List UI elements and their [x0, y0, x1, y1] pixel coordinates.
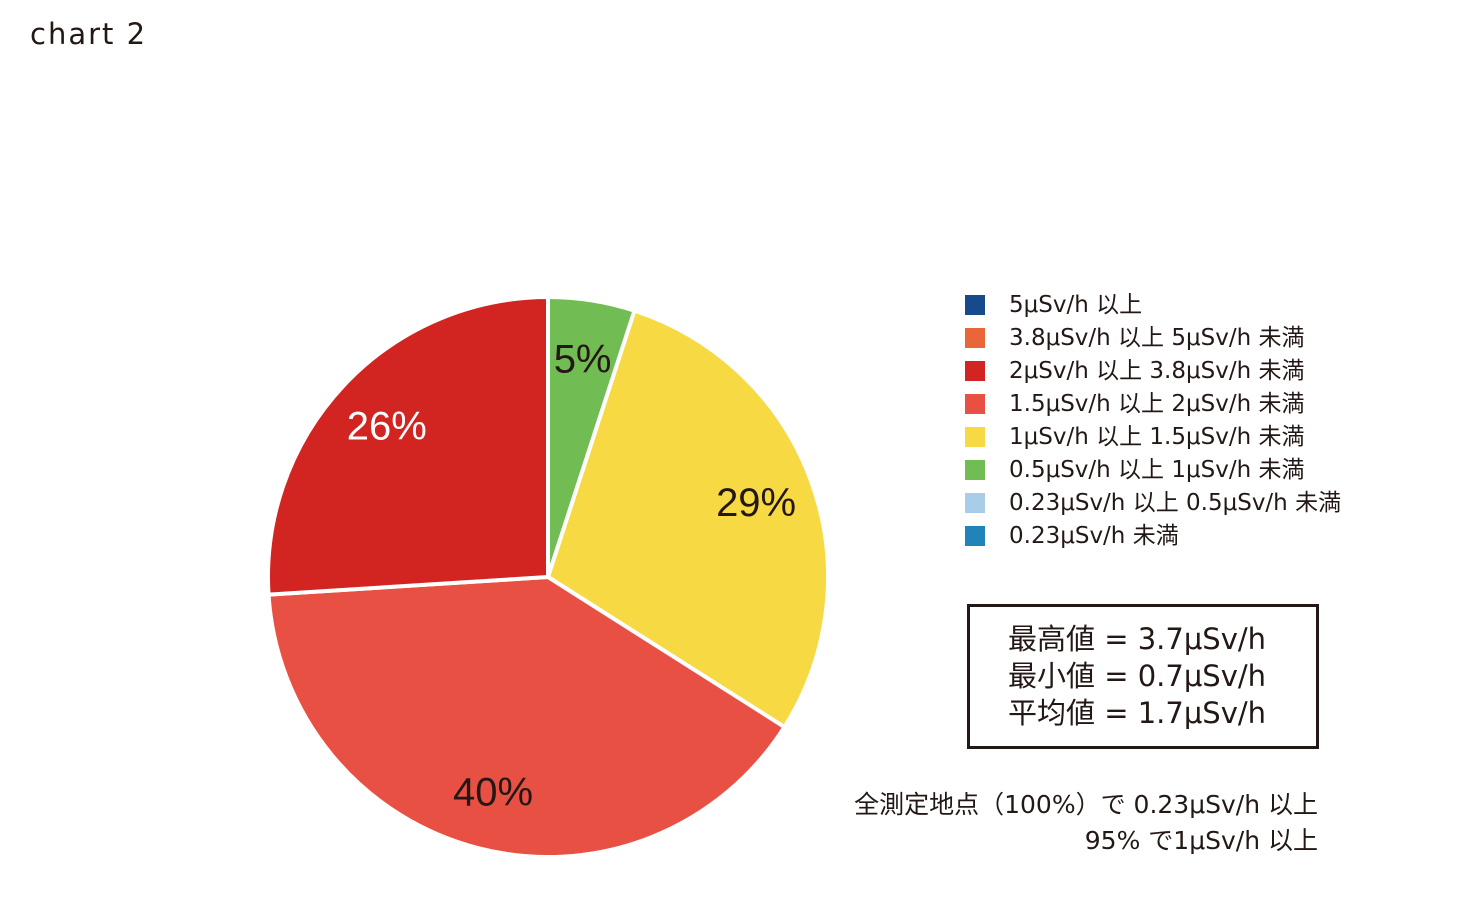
legend-item-3: 1.5μSv/h 以上 2μSv/h 未満: [965, 387, 1445, 420]
pie-slice-3: [266, 295, 550, 597]
legend-item-5: 0.5μSv/h 以上 1μSv/h 未満: [965, 453, 1445, 486]
legend-swatch-6: [965, 492, 985, 513]
footnote-line-2: 95% で1μSv/h 以上: [1084, 826, 1318, 855]
pie-slice-1: [546, 308, 830, 730]
slice-label-0: 5%: [554, 338, 612, 382]
legend-item-2: 2μSv/h 以上 3.8μSv/h 未満: [965, 354, 1445, 387]
slice-label-3: 26%: [347, 405, 427, 449]
footnote: 全測定地点（100%）で 0.23μSv/h 以上 95% で1μSv/h 以上: [720, 787, 1318, 859]
slice-label-2: 40%: [453, 770, 533, 814]
legend-swatch-4: [965, 426, 985, 447]
pie-slice-2: [266, 575, 787, 859]
legend-label-7: 0.23μSv/h 未満: [1009, 522, 1179, 549]
legend-swatch-7: [965, 525, 985, 546]
footnote-line-1: 全測定地点（100%）で 0.23μSv/h 以上: [854, 790, 1318, 819]
legend-swatch-0: [965, 294, 985, 315]
stats-box: 最高値 = 3.7μSv/h 最小値 = 0.7μSv/h 平均値 = 1.7μ…: [967, 604, 1319, 749]
legend-swatch-1: [965, 327, 985, 348]
stat-min: 最小値 = 0.7μSv/h: [1008, 659, 1267, 693]
chart-caption: chart 2: [30, 17, 148, 51]
legend-label-5: 0.5μSv/h 以上 1μSv/h 未満: [1009, 456, 1305, 483]
legend-label-1: 3.8μSv/h 以上 5μSv/h 未満: [1009, 324, 1305, 351]
stat-max: 最高値 = 3.7μSv/h: [1008, 622, 1267, 656]
legend-label-2: 2μSv/h 以上 3.8μSv/h 未満: [1009, 357, 1305, 384]
legend-label-3: 1.5μSv/h 以上 2μSv/h 未満: [1009, 390, 1305, 417]
legend-label-6: 0.23μSv/h 以上 0.5μSv/h 未満: [1009, 489, 1342, 516]
legend-item-0: 5μSv/h 以上: [965, 288, 1445, 321]
legend-label-4: 1μSv/h 以上 1.5μSv/h 未満: [1009, 423, 1305, 450]
legend-label-0: 5μSv/h 以上: [1009, 291, 1143, 318]
legend-swatch-5: [965, 459, 985, 480]
slice-label-1: 29%: [716, 481, 796, 525]
legend-item-7: 0.23μSv/h 未満: [965, 519, 1445, 552]
legend-item-1: 3.8μSv/h 以上 5μSv/h 未満: [965, 321, 1445, 354]
stat-average: 平均値 = 1.7μSv/h: [1008, 696, 1267, 730]
legend: 5μSv/h 以上 3.8μSv/h 以上 5μSv/h 未満 2μSv/h 以上 …: [965, 288, 1445, 552]
legend-item-6: 0.23μSv/h 以上 0.5μSv/h 未満: [965, 486, 1445, 519]
legend-item-4: 1μSv/h 以上 1.5μSv/h 未満: [965, 420, 1445, 453]
legend-swatch-3: [965, 393, 985, 414]
legend-swatch-2: [965, 360, 985, 381]
